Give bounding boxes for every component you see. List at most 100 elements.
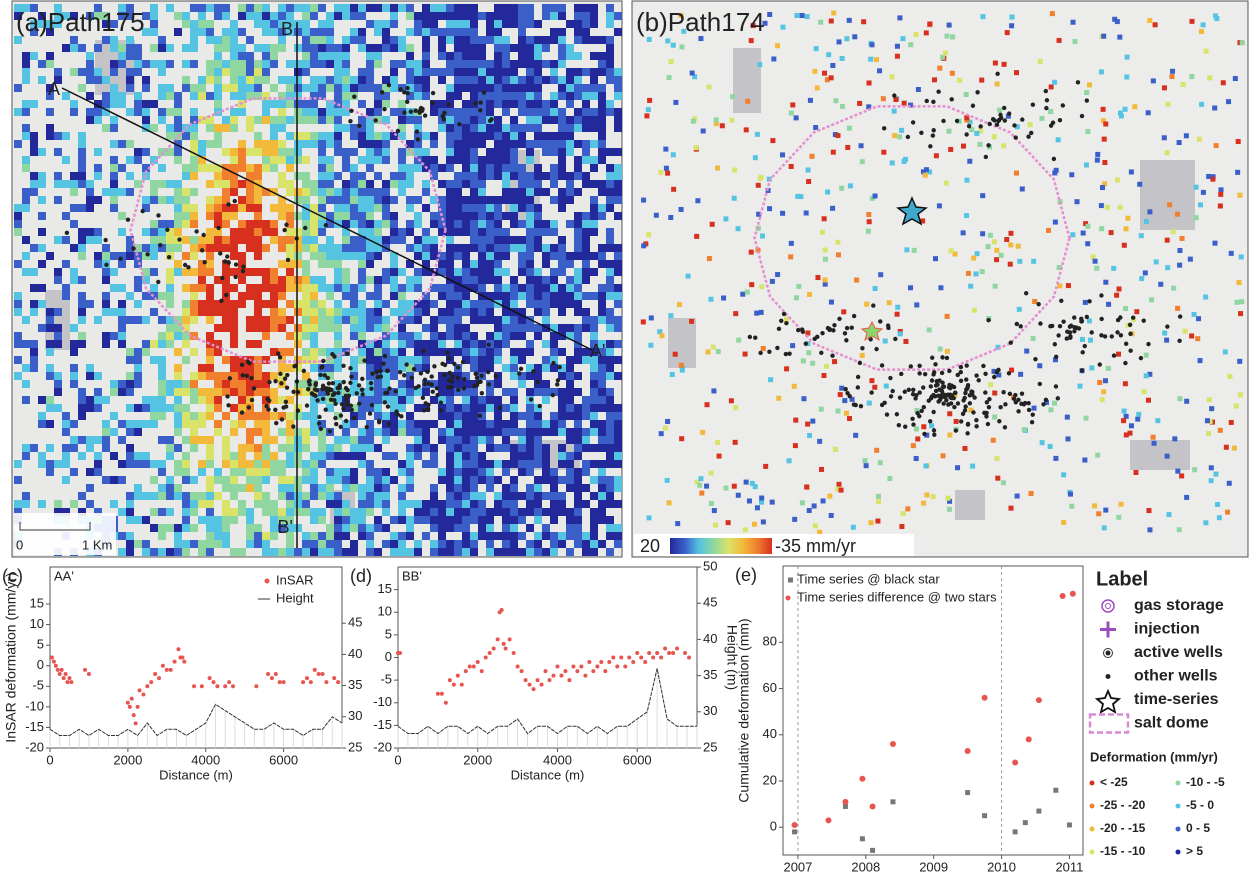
- map-pixel: [582, 28, 590, 36]
- map-pixel: [1170, 69, 1175, 74]
- map-pixel: [478, 124, 486, 132]
- map-pixel: [246, 124, 254, 132]
- map-pixel: [294, 188, 302, 196]
- map-pixel: [350, 172, 358, 180]
- well: [413, 386, 417, 390]
- map-pixel: [574, 300, 582, 308]
- map-pixel: [510, 172, 518, 180]
- point: [583, 674, 587, 678]
- map-pixel: [1149, 297, 1154, 302]
- well: [341, 406, 345, 410]
- point: [305, 676, 309, 680]
- map-pixel: [534, 220, 542, 228]
- map-pixel: [254, 308, 262, 316]
- map-pixel: [486, 36, 494, 44]
- map-pixel: [86, 180, 94, 188]
- map-pixel: [574, 452, 582, 460]
- map-pixel: [446, 516, 454, 524]
- well: [963, 408, 967, 412]
- map-pixel: [326, 484, 334, 492]
- map-pixel: [852, 34, 857, 39]
- map-pixel: [134, 156, 142, 164]
- map-pixel: [166, 276, 174, 284]
- map-pixel: [70, 500, 78, 508]
- map-pixel: [214, 92, 222, 100]
- map-pixel: [422, 76, 430, 84]
- map-pixel: [510, 276, 518, 284]
- map-pixel: [542, 220, 550, 228]
- map-pixel: [1008, 506, 1013, 511]
- well: [1124, 342, 1128, 346]
- map-pixel: [558, 204, 566, 212]
- map-pixel: [222, 4, 230, 12]
- map-pixel: [350, 196, 358, 204]
- well: [880, 363, 884, 367]
- well: [992, 375, 996, 379]
- map-pixel: [558, 444, 566, 452]
- map-pixel: [1100, 185, 1105, 190]
- map-pixel: [110, 116, 118, 124]
- map-pixel: [22, 268, 30, 276]
- map-pixel: [222, 188, 230, 196]
- map-pixel: [382, 4, 390, 12]
- map-pixel: [526, 212, 534, 220]
- map-pixel: [853, 433, 858, 438]
- map-pixel: [206, 452, 214, 460]
- map-pixel: [526, 260, 534, 268]
- map-pixel: [358, 308, 366, 316]
- map-pixel: [1162, 331, 1167, 336]
- map-pixel: [318, 140, 326, 148]
- map-pixel: [246, 236, 254, 244]
- map-pixel: [534, 428, 542, 436]
- map-pixel: [366, 68, 374, 76]
- map-pixel: [558, 460, 566, 468]
- map-pixel: [558, 196, 566, 204]
- point: [180, 656, 184, 660]
- map-pixel: [590, 52, 598, 60]
- map-pixel: [847, 18, 852, 23]
- map-pixel: [326, 492, 334, 500]
- map-pixel: [206, 196, 214, 204]
- map-pixel: [454, 412, 462, 420]
- map-pixel: [262, 220, 270, 228]
- map-pixel: [462, 52, 470, 60]
- map-pixel: [598, 204, 606, 212]
- map-pixel: [246, 68, 254, 76]
- map-pixel: [663, 426, 668, 431]
- map-pixel: [398, 460, 406, 468]
- map-pixel: [454, 380, 462, 388]
- map-pixel: [422, 460, 430, 468]
- map-pixel: [62, 420, 70, 428]
- y2-tick-label: 30: [703, 703, 717, 718]
- map-pixel: [222, 324, 230, 332]
- map-pixel: [390, 476, 398, 484]
- map-pixel: [326, 188, 334, 196]
- map-pixel: [574, 164, 582, 172]
- map-pixel: [590, 252, 598, 260]
- map-pixel: [334, 332, 342, 340]
- map-pixel: [142, 396, 150, 404]
- point: [169, 668, 173, 672]
- map-pixel: [590, 76, 598, 84]
- well: [1015, 322, 1019, 326]
- map-pixel: [118, 164, 126, 172]
- map-pixel: [422, 436, 430, 444]
- well: [551, 393, 555, 397]
- well: [440, 362, 444, 366]
- map-pixel: [406, 340, 414, 348]
- map-pixel: [752, 522, 757, 527]
- well: [462, 377, 466, 381]
- map-pixel: [454, 324, 462, 332]
- map-pixel: [286, 444, 294, 452]
- map-pixel: [254, 532, 262, 540]
- map-pixel: [278, 364, 286, 372]
- map-pixel: [598, 516, 606, 524]
- map-pixel: [606, 412, 614, 420]
- map-pixel: [262, 428, 270, 436]
- map-pixel: [590, 68, 598, 76]
- map-pixel: [38, 452, 46, 460]
- map-pixel: [206, 308, 214, 316]
- map-pixel: [590, 380, 598, 388]
- map-pixel: [174, 364, 182, 372]
- map-pixel: [286, 188, 294, 196]
